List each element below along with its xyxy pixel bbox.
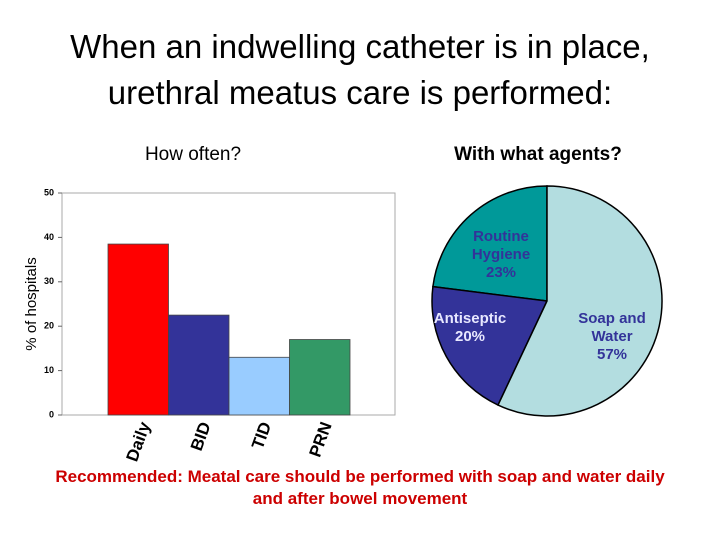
pie-label: Antiseptic <box>433 310 507 327</box>
y-tick-label: 20 <box>44 321 54 331</box>
bar <box>289 339 351 416</box>
bar <box>168 314 230 416</box>
y-tick-label: 0 <box>49 409 54 419</box>
y-tick-label: 30 <box>44 276 54 286</box>
pie-label: Soap and Water <box>578 310 646 345</box>
pie-value-label: 57% <box>596 346 628 363</box>
y-tick-label: 40 <box>44 232 54 242</box>
y-tick-label: 10 <box>44 365 54 375</box>
pie-slice <box>432 185 548 302</box>
x-tick-label: BID <box>187 419 215 453</box>
pie-value-label: 23% <box>485 264 517 281</box>
x-tick-label: PRN <box>306 419 336 459</box>
bar <box>107 243 169 416</box>
pie-slice <box>497 185 663 417</box>
x-tick-label: TID <box>248 419 275 451</box>
pie-slice <box>431 285 549 407</box>
pie-label: Routine Hygiene <box>471 228 531 263</box>
x-tick-label: Daily <box>122 419 154 464</box>
footnote: Recommended: Meatal care should be perfo… <box>55 467 665 508</box>
pie-value-label: 20% <box>454 328 486 345</box>
y-axis-label: % of hospitals <box>23 257 40 350</box>
y-tick-label: 50 <box>44 187 54 197</box>
slide-title: When an indwelling catheter is in place,… <box>70 28 650 111</box>
bar <box>228 356 290 416</box>
chart-title: With what agents? <box>454 144 622 165</box>
chart-title: How often? <box>145 144 241 165</box>
